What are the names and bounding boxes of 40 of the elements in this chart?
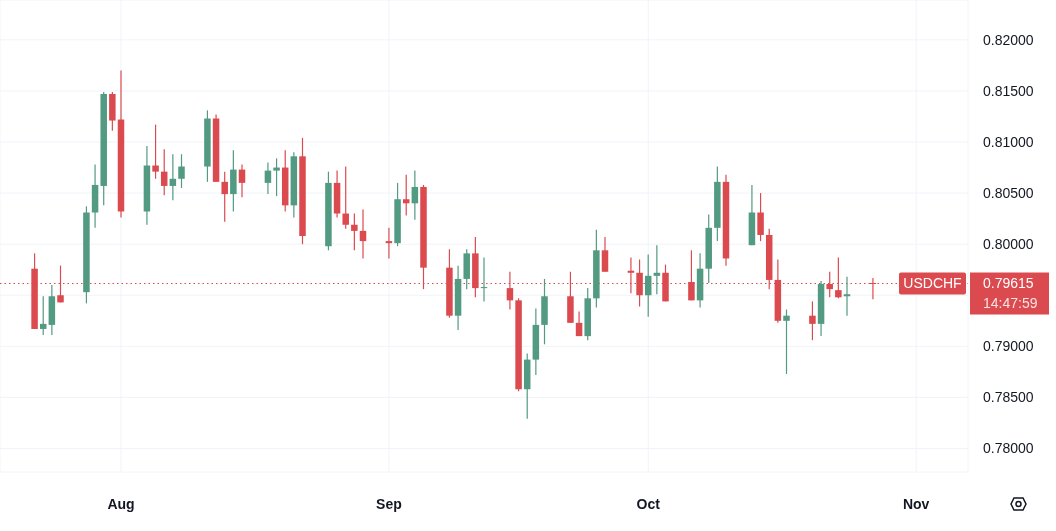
candlestick xyxy=(411,170,419,221)
candlestick xyxy=(575,311,583,337)
y-tick-label: 0.82000 xyxy=(983,31,1034,48)
x-tick-label: Nov xyxy=(902,496,930,512)
candlestick xyxy=(238,163,246,198)
candlestick xyxy=(152,124,159,180)
y-tick-label: 0.80500 xyxy=(983,184,1034,201)
ref-line-label: 0.79615 xyxy=(983,275,1034,292)
candlestick xyxy=(351,212,358,251)
candlestick xyxy=(342,165,349,230)
candlestick xyxy=(688,249,695,301)
y-tick-label: 0.78000 xyxy=(983,440,1034,457)
candlestick xyxy=(843,276,851,317)
candlestick xyxy=(809,300,816,341)
candlestick xyxy=(39,295,47,336)
candlestick xyxy=(178,153,185,189)
candlestick xyxy=(359,208,367,260)
y-tick-label: 0.81500 xyxy=(983,82,1034,99)
candlestick xyxy=(783,308,790,375)
y-tick-label: 0.80000 xyxy=(983,236,1034,253)
candlestick xyxy=(385,227,393,260)
candlestick xyxy=(757,192,764,242)
text: 14:47:59 xyxy=(983,295,1038,312)
y-tick-label: 0.78500 xyxy=(983,389,1034,406)
y-tick-label: 0.81000 xyxy=(983,133,1034,150)
candlestick xyxy=(221,171,228,223)
x-tick-label: Sep xyxy=(376,496,402,512)
candlestick xyxy=(601,236,609,273)
candlestick xyxy=(273,157,280,197)
candlestick xyxy=(169,153,177,201)
x-tick-label: Oct xyxy=(636,496,661,512)
candlestick xyxy=(644,253,652,318)
candlestick xyxy=(506,271,514,311)
x-tick-label: Aug xyxy=(107,496,135,512)
annotation: USDCHF xyxy=(903,275,962,292)
candlestick xyxy=(160,148,168,196)
candlestick xyxy=(264,161,272,195)
candlestick xyxy=(627,256,635,294)
candlestick xyxy=(653,244,661,295)
y-tick-label: 0.79000 xyxy=(983,338,1034,355)
